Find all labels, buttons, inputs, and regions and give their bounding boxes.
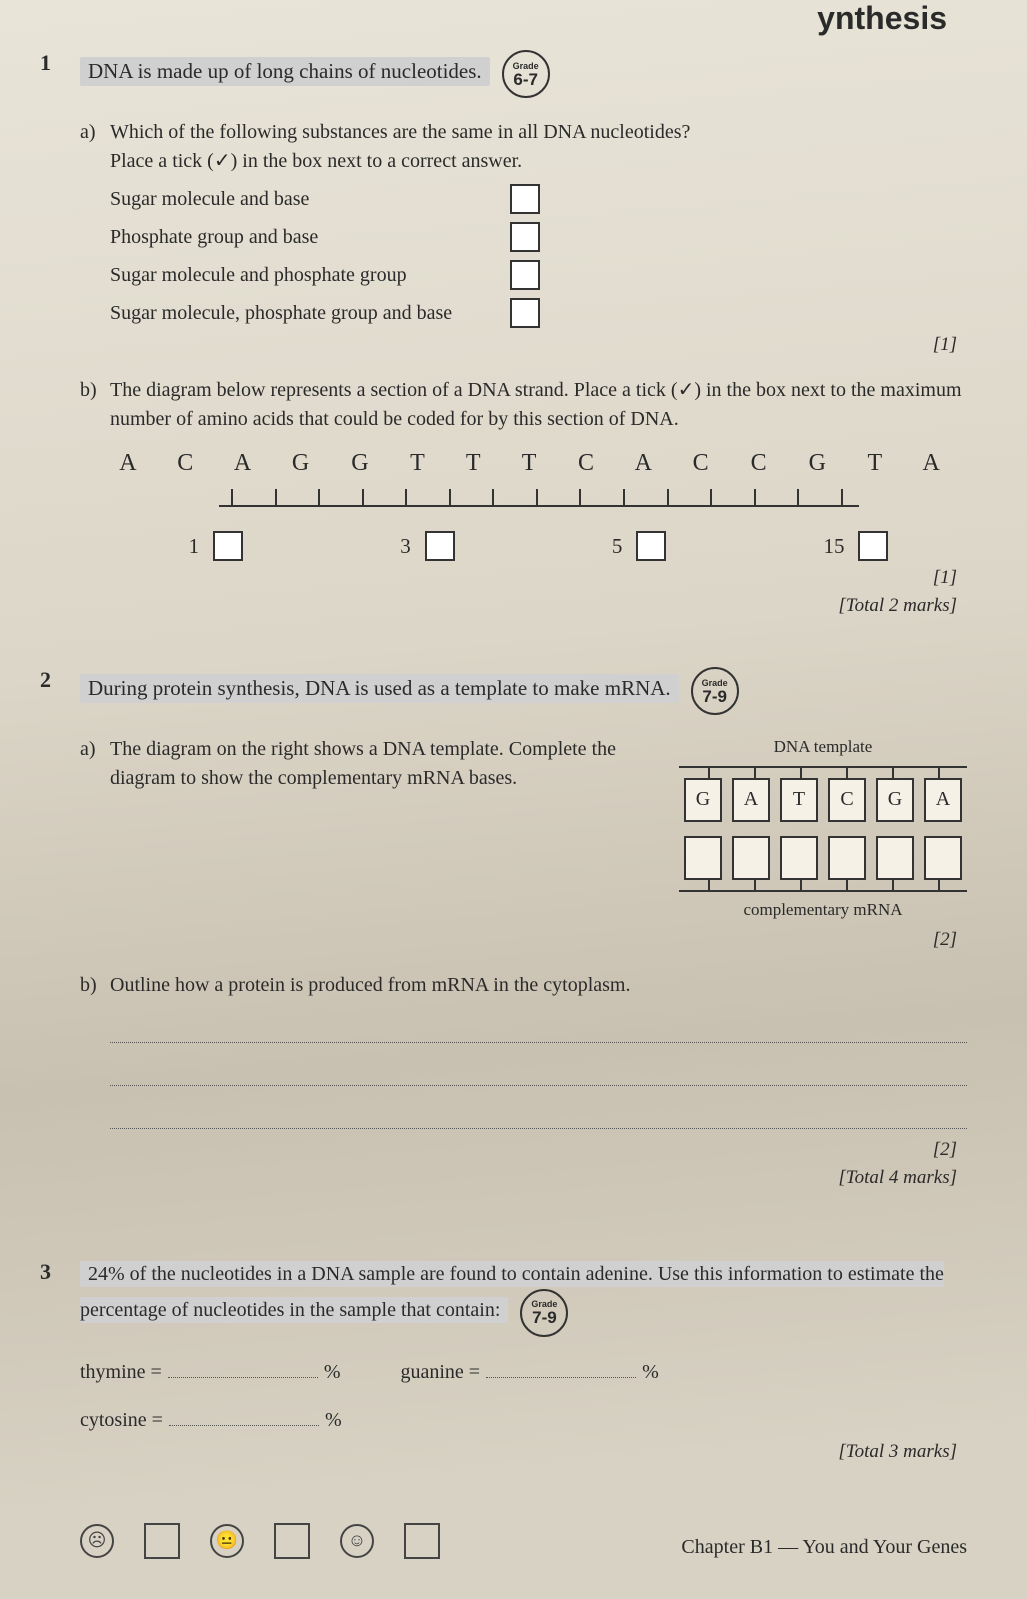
checkbox[interactable] xyxy=(510,260,540,290)
option-row: Sugar molecule and phosphate group xyxy=(110,260,967,290)
checkbox[interactable] xyxy=(510,298,540,328)
answer-line[interactable] xyxy=(169,1405,319,1426)
total-marks: [Total 3 marks] xyxy=(80,1441,957,1463)
answer-line[interactable] xyxy=(110,1096,967,1129)
total-marks: [Total 4 marks] xyxy=(80,1167,957,1189)
answer-box[interactable] xyxy=(684,836,722,880)
dna-strand-diagram xyxy=(219,481,859,507)
dna-sequence: A C A G G T T T C A C C G T A xyxy=(110,446,967,481)
q2-statement: During protein synthesis, DNA is used as… xyxy=(80,674,679,703)
checkbox[interactable] xyxy=(274,1523,310,1559)
answer-line[interactable] xyxy=(168,1357,318,1378)
question-1: 1 DNA is made up of long chains of nucle… xyxy=(80,50,967,617)
marks-label: [1] xyxy=(80,567,957,589)
total-marks: [Total 2 marks] xyxy=(80,595,957,617)
option-row: Sugar molecule, phosphate group and base xyxy=(110,298,967,328)
checkbox[interactable] xyxy=(858,531,888,561)
q1a: a) Which of the following substances are… xyxy=(110,118,967,328)
answer-box[interactable] xyxy=(828,836,866,880)
page-footer: ☹ 😐 ☺ Chapter B1 — You and Your Genes xyxy=(80,1523,967,1559)
marks-label: [2] xyxy=(80,929,957,951)
answer-box[interactable] xyxy=(780,836,818,880)
grade-badge-7-9: Grade 7-9 xyxy=(520,1289,568,1337)
question-3: 3 24% of the nucleotides in a DNA sample… xyxy=(80,1259,967,1463)
checkbox[interactable] xyxy=(404,1523,440,1559)
answer-box[interactable] xyxy=(924,836,962,880)
header-title: ynthesis xyxy=(817,0,947,37)
self-assessment-faces: ☹ 😐 ☺ xyxy=(80,1523,440,1559)
checkbox[interactable] xyxy=(510,184,540,214)
grade-badge-7-9: Grade 7-9 xyxy=(691,667,739,715)
grade-badge-6-7: Grade 6-7 xyxy=(502,50,550,98)
q3-number: 3 xyxy=(40,1259,51,1285)
neutral-face-icon: 😐 xyxy=(210,1524,244,1558)
answer-line[interactable] xyxy=(110,1053,967,1086)
checkbox[interactable] xyxy=(213,531,243,561)
answer-box[interactable] xyxy=(876,836,914,880)
q3-statement: 24% of the nucleotides in a DNA sample a… xyxy=(80,1261,944,1324)
option-row: Sugar molecule and base xyxy=(110,184,967,214)
q3-answers: thymine =% guanine =% cytosine =% xyxy=(80,1357,967,1435)
checkbox[interactable] xyxy=(425,531,455,561)
checkbox[interactable] xyxy=(510,222,540,252)
chapter-label: Chapter B1 — You and Your Genes xyxy=(681,1536,967,1559)
dna-template-diagram: DNA template G A T C G A xyxy=(679,735,967,922)
q1-number: 1 xyxy=(40,50,51,76)
answer-box[interactable] xyxy=(732,836,770,880)
q2a: a) DNA template G A T C G A xyxy=(110,735,967,922)
choice-row: 1 3 5 15 xyxy=(110,531,967,561)
happy-face-icon: ☺ xyxy=(340,1524,374,1558)
q1-statement: DNA is made up of long chains of nucleot… xyxy=(80,57,490,86)
answer-line[interactable] xyxy=(486,1357,636,1378)
q2-number: 2 xyxy=(40,667,51,693)
question-2: 2 During protein synthesis, DNA is used … xyxy=(80,667,967,1188)
marks-label: [2] xyxy=(80,1139,957,1161)
q1b: b) The diagram below represents a sectio… xyxy=(110,376,967,561)
checkbox[interactable] xyxy=(636,531,666,561)
q2b: b) Outline how a protein is produced fro… xyxy=(110,971,967,1129)
marks-label: [1] xyxy=(80,334,957,356)
checkbox[interactable] xyxy=(144,1523,180,1559)
answer-line[interactable] xyxy=(110,1010,967,1043)
option-row: Phosphate group and base xyxy=(110,222,967,252)
sad-face-icon: ☹ xyxy=(80,1524,114,1558)
worksheet-page: ynthesis 1 DNA is made up of long chains… xyxy=(0,0,1027,1599)
